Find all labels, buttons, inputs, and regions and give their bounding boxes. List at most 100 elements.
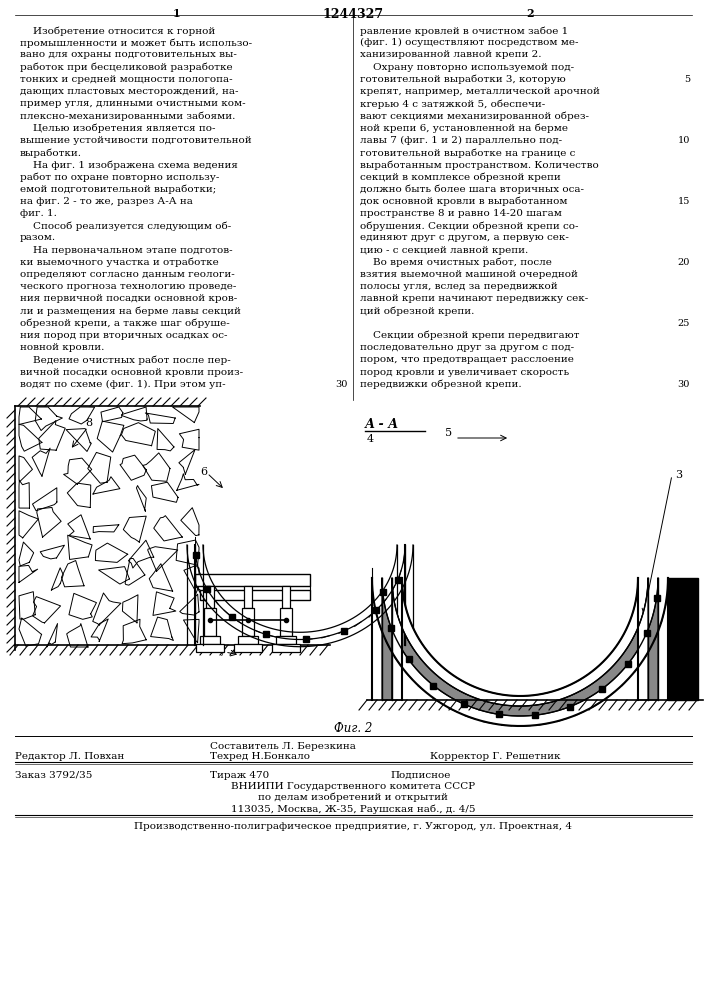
Text: пором, что предотвращает расслоение: пором, что предотвращает расслоение [360,355,574,364]
Text: 1: 1 [173,8,181,19]
Text: тонких и средней мощности пологопа-: тонких и средней мощности пологопа- [20,75,233,84]
Polygon shape [372,578,668,726]
Polygon shape [382,578,658,716]
Bar [200,590,310,600]
Bar [373,607,379,613]
Text: 4: 4 [367,434,374,444]
Bar [272,644,300,652]
Text: вышение устойчивости подготовительной: вышение устойчивости подготовительной [20,136,252,145]
Text: Подписное: Подписное [390,771,450,780]
Text: 2: 2 [526,8,534,19]
Text: пример угля, длинными очистными ком-: пример угля, длинными очистными ком- [20,99,245,108]
Bar [263,631,269,637]
Bar [192,552,199,558]
Text: Фиг. 2: Фиг. 2 [334,722,372,735]
Text: промышленности и может быть использо-: промышленности и может быть использо- [20,38,252,48]
Text: 30: 30 [677,380,690,389]
Bar [668,578,698,700]
Bar [643,630,650,636]
Bar [625,661,631,667]
Text: Способ реализуется следующим об-: Способ реализуется следующим об- [20,221,231,231]
Text: разом.: разом. [20,233,56,242]
Text: 20: 20 [677,258,690,267]
Text: 113035, Москва, Ж-35, Раушская наб., д. 4/5: 113035, Москва, Ж-35, Раушская наб., д. … [230,804,475,814]
Text: вано для охраны подготовительных вы-: вано для охраны подготовительных вы- [20,50,237,59]
Text: Составитель Л. Березкина: Составитель Л. Березкина [210,742,356,751]
Bar [341,628,347,634]
Text: ния пород при вторичных осадках ос-: ния пород при вторичных осадках ос- [20,331,228,340]
Bar [532,712,538,718]
Text: готовительной выработке на границе с: готовительной выработке на границе с [360,148,575,157]
Text: работ по охране повторно использу-: работ по охране повторно использу- [20,172,219,182]
Bar [196,644,224,652]
Text: ки выемочного участка и отработке: ки выемочного участка и отработке [20,258,218,267]
Text: ли и размещения на берме лавы секций: ли и размещения на берме лавы секций [20,307,241,316]
Text: кrepью 4 с затяжкой 5, обеспечи-: кrepью 4 с затяжкой 5, обеспечи- [360,99,545,109]
Text: взятия выемочной машиной очередной: взятия выемочной машиной очередной [360,270,578,279]
Bar [242,608,254,636]
Text: Охрану повторно используемой под-: Охрану повторно используемой под- [360,63,574,72]
Text: 5: 5 [684,75,690,84]
Text: дающих пластовых месторождений, на-: дающих пластовых месторождений, на- [20,87,238,96]
Bar [280,608,292,636]
Text: лавной крепи начинают передвижку сек-: лавной крепи начинают передвижку сек- [360,294,588,303]
Text: Ведение очистных работ после пер-: Ведение очистных работ после пер- [20,355,230,365]
Text: ной крепи 6, установленной на берме: ной крепи 6, установленной на берме [360,124,568,133]
Text: должно быть более шага вторичных оса-: должно быть более шага вторичных оса- [360,185,584,194]
Text: единяют друг с другом, а первую сек-: единяют друг с другом, а первую сек- [360,233,569,242]
Text: (фиг. 1) осуществляют посредством ме-: (фиг. 1) осуществляют посредством ме- [360,38,578,47]
Text: 30: 30 [336,380,348,389]
Text: обрезной крепи, а также шаг обруше-: обрезной крепи, а также шаг обруше- [20,319,230,328]
Text: Редактор Л. Повхан: Редактор Л. Повхан [15,752,124,761]
Text: вают секциями механизированной обрез-: вают секциями механизированной обрез- [360,111,589,121]
Bar [229,614,235,620]
Text: ханизированной лавной крепи 2.: ханизированной лавной крепи 2. [360,50,542,59]
Text: 1244327: 1244327 [322,8,384,21]
Text: А - А: А - А [365,418,399,431]
Text: на фиг. 2 - то же, разрез А-А на: на фиг. 2 - то же, разрез А-А на [20,197,193,206]
Text: На первоначальном этапе подготов-: На первоначальном этапе подготов- [20,246,233,255]
Bar [431,683,436,689]
Text: полосы угля, вслед за передвижкой: полосы угля, вслед за передвижкой [360,282,558,291]
Text: На фиг. 1 изображена схема ведения: На фиг. 1 изображена схема ведения [20,160,238,170]
Text: 8: 8 [85,418,92,428]
Bar [238,636,258,644]
Text: крепят, например, металлической арочной: крепят, например, металлической арочной [360,87,600,96]
Bar [244,586,252,608]
Bar [388,625,395,631]
Text: емой подготовительной выработки;: емой подготовительной выработки; [20,185,216,194]
Bar [462,701,467,707]
Text: Изобретение относится к горной: Изобретение относится к горной [20,26,215,35]
Bar [282,586,290,608]
Text: ческого прогноза технологию проведе-: ческого прогноза технологию проведе- [20,282,236,291]
Text: пространстве 8 и равно 14-20 шагам: пространстве 8 и равно 14-20 шагам [360,209,562,218]
Bar [200,636,220,644]
Text: док основной кровли в выработанном: док основной кровли в выработанном [360,197,568,206]
Bar [380,589,386,595]
Text: выработанным пространством. Количество: выработанным пространством. Количество [360,160,599,170]
Text: последовательно друг за другом с под-: последовательно друг за другом с под- [360,343,574,352]
Bar [496,711,502,717]
Text: ций обрезной крепи.: ций обрезной крепи. [360,307,474,316]
Text: 25: 25 [677,319,690,328]
Text: 10: 10 [677,136,690,145]
Bar [234,644,262,652]
Text: Заказ 3792/35: Заказ 3792/35 [15,771,93,780]
Text: Производственно-полиграфическое предприятие, г. Ужгород, ул. Проектная, 4: Производственно-полиграфическое предприя… [134,822,572,831]
Text: цию - с секцией лавной крепи.: цию - с секцией лавной крепи. [360,246,528,255]
Text: Тираж 470: Тираж 470 [210,771,269,780]
Bar [204,608,216,636]
Text: ВНИИПИ Государственного комитета СССР: ВНИИПИ Государственного комитета СССР [231,782,475,791]
Text: по делам изобретений и открытий: по делам изобретений и открытий [258,793,448,802]
Bar [18,406,200,648]
Text: вичной посадки основной кровли произ-: вичной посадки основной кровли произ- [20,368,243,377]
Bar [406,656,411,662]
Bar [204,586,210,592]
Text: водят по схеме (фиг. 1). При этом уп-: водят по схеме (фиг. 1). При этом уп- [20,380,226,389]
Text: лавы 7 (фиг. 1 и 2) параллельно под-: лавы 7 (фиг. 1 и 2) параллельно под- [360,136,562,145]
Text: 15: 15 [677,197,690,206]
Text: Корректор Г. Решетник: Корректор Г. Решетник [430,752,561,761]
Text: 6: 6 [200,467,207,477]
Text: обрушения. Секции обрезной крепи со-: обрушения. Секции обрезной крепи со- [360,221,578,231]
Text: новной кровли.: новной кровли. [20,343,105,352]
